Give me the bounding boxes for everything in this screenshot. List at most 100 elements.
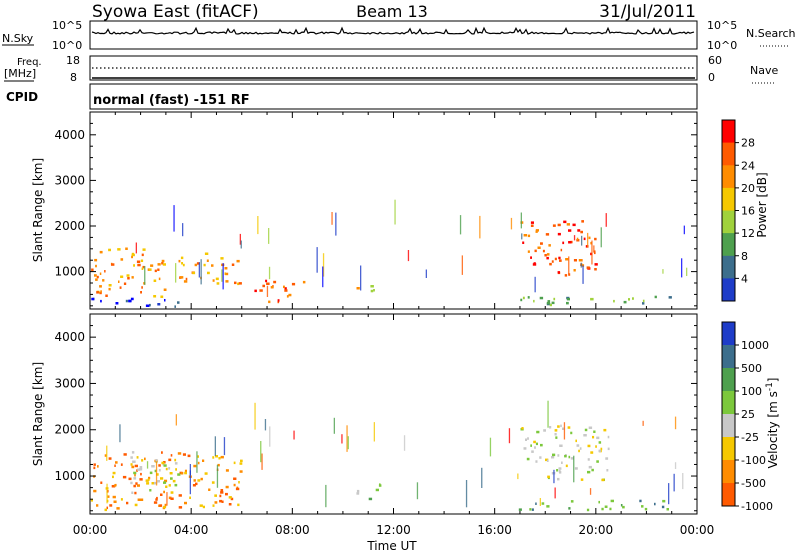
velocity-frame [89,313,698,515]
echo-cell [133,477,137,480]
colorbar-segment [722,120,735,144]
echo-cell [150,264,154,267]
echo-cell [131,255,133,259]
echo-cell [557,425,560,428]
echo-cell [590,241,592,245]
echo-streak [173,205,175,232]
echo-streak [360,265,362,291]
echo-cell [234,281,237,285]
echo-cell [644,507,648,511]
echo-cell [542,249,545,253]
time-tick-label: 20:00 [579,523,614,537]
echo-cell [107,495,110,498]
echo-streak [106,483,108,504]
echo-cell [233,483,236,487]
echo-cell [551,260,554,263]
echo-cell [119,286,122,289]
echo-cell [527,234,531,238]
echo-cell [220,489,224,492]
velocity-echoes [90,400,684,512]
freq-label-line2: [MHz] [4,67,36,80]
echo-cell [168,496,172,500]
echo-streak [479,215,481,239]
echo-cell [560,424,562,428]
echo-cell [639,499,642,503]
echo-cell [522,296,525,300]
echo-cell [568,229,572,232]
echo-cell [609,507,612,511]
echo-streak [686,267,688,276]
echo-streak [189,464,191,476]
echo-streak [347,436,349,450]
echo-cell [95,278,98,281]
echo-cell [559,471,562,474]
echo-streak [216,464,219,488]
echo-cell [642,299,645,303]
echo-streak [223,437,226,456]
colorbar-segment [722,414,735,438]
echo-streak [581,235,583,246]
echo-cell [170,454,173,457]
echo-cell [216,282,220,285]
echo-streak [416,482,419,500]
echo-cell [91,268,94,271]
freq-label-line1: Freq. [17,57,42,68]
echo-cell [178,494,182,497]
echo-cell [545,233,550,236]
echo-streak [155,461,158,486]
echo-cell [177,301,180,304]
echo-streak [563,422,566,440]
echo-streak [322,253,325,277]
echo-cell [591,468,594,472]
echo-cell [549,262,552,266]
echo-cell [145,304,150,307]
echo-cell [574,467,578,470]
echo-cell [225,272,229,276]
echo-cell [161,451,163,454]
echo-streak [591,240,593,265]
echo-cell [156,473,159,476]
echo-cell [529,508,532,511]
echo-cell [235,487,240,491]
echo-cell [230,497,234,501]
echo-cell [109,504,113,507]
echo-cell [593,430,596,433]
echo-cell [141,267,144,270]
power-axes: 1000 2000 3000 4000 [54,112,698,309]
velocity-panel: 1000 2000 3000 4000 Slant Range [km] 1000 50… [31,313,780,515]
echo-cell [546,459,549,462]
echo-streak [119,424,121,443]
echo-cell [270,286,274,289]
echo-cell [368,497,373,501]
echo-cell [111,485,116,488]
cpid-text: normal (fast) -151 RF [93,93,250,108]
echo-streak [261,453,263,470]
echo-streak [662,269,664,274]
echo-cell [521,427,524,430]
echo-streak [403,435,406,451]
echo-cell [555,436,558,439]
echo-cell [122,475,127,479]
echo-cell [236,259,240,263]
echo-cell [126,274,130,277]
nsky-label: N.Sky [2,32,34,45]
echo-cell [543,429,546,432]
echo-cell [96,291,99,294]
echo-cell [518,508,522,511]
echo-cell [113,500,117,503]
echo-cell [112,475,114,479]
echo-cell [565,464,568,468]
echo-streak [346,425,348,452]
colorbar-tick-label: 12 [741,227,755,240]
velocity-colorbar: 1000 500 100 25 -25 -100 -500 -1000 [721,321,773,513]
echo-cell [135,482,138,485]
echo-cell [218,457,221,460]
echo-cell [99,272,102,275]
echo-cell [214,501,218,504]
freq-panel: Freq. [MHz] 18 8 60 0 Nave [4,54,778,84]
echo-cell [147,478,150,481]
echo-cell [139,498,144,501]
echo-cell [157,480,160,483]
echo-streak [189,470,191,495]
echo-cell [106,490,109,493]
